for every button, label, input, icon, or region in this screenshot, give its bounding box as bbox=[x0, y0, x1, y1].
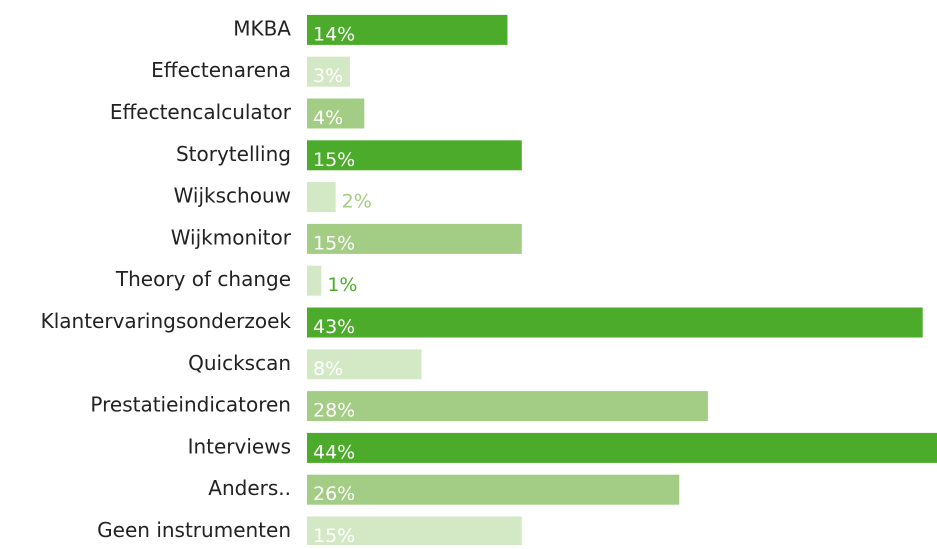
bar bbox=[307, 474, 680, 505]
category-label: Wijkmonitor bbox=[171, 225, 292, 249]
category-label: Interviews bbox=[188, 434, 291, 458]
bar bbox=[307, 432, 937, 463]
value-label: 44% bbox=[313, 441, 355, 463]
category-label: Klantervaringsonderzoek bbox=[41, 309, 292, 333]
bar bbox=[307, 307, 923, 338]
value-label: 14% bbox=[313, 23, 355, 45]
bar bbox=[307, 14, 508, 45]
value-label: 8% bbox=[313, 358, 343, 380]
bar bbox=[307, 349, 422, 380]
category-label: Geen instrumenten bbox=[97, 518, 291, 542]
bar bbox=[307, 182, 336, 213]
bar bbox=[307, 140, 522, 171]
category-label: Prestatieindicatoren bbox=[90, 393, 291, 417]
category-label: Effectenarena bbox=[151, 58, 291, 82]
value-label: 1% bbox=[327, 274, 357, 296]
value-label: 15% bbox=[313, 149, 355, 171]
value-label: 4% bbox=[313, 107, 343, 129]
bar bbox=[307, 56, 350, 87]
value-label: 3% bbox=[313, 65, 343, 87]
bar bbox=[307, 98, 365, 129]
bar bbox=[307, 516, 522, 547]
value-label: 2% bbox=[342, 191, 372, 213]
value-label: 15% bbox=[313, 232, 355, 254]
bar bbox=[307, 391, 708, 422]
value-label: 43% bbox=[313, 316, 355, 338]
category-label: Storytelling bbox=[176, 142, 291, 166]
bar bbox=[307, 223, 522, 254]
category-label: MKBA bbox=[233, 16, 291, 40]
category-label: Anders.. bbox=[208, 476, 291, 500]
value-label: 28% bbox=[313, 400, 355, 422]
category-label: Theory of change bbox=[115, 267, 291, 291]
value-label: 26% bbox=[313, 483, 355, 505]
category-label: Effectencalculator bbox=[110, 100, 292, 124]
value-label: 15% bbox=[313, 525, 355, 545]
category-label: Wijkschouw bbox=[174, 184, 291, 208]
bar bbox=[307, 265, 322, 296]
category-label: Quickscan bbox=[188, 351, 291, 375]
